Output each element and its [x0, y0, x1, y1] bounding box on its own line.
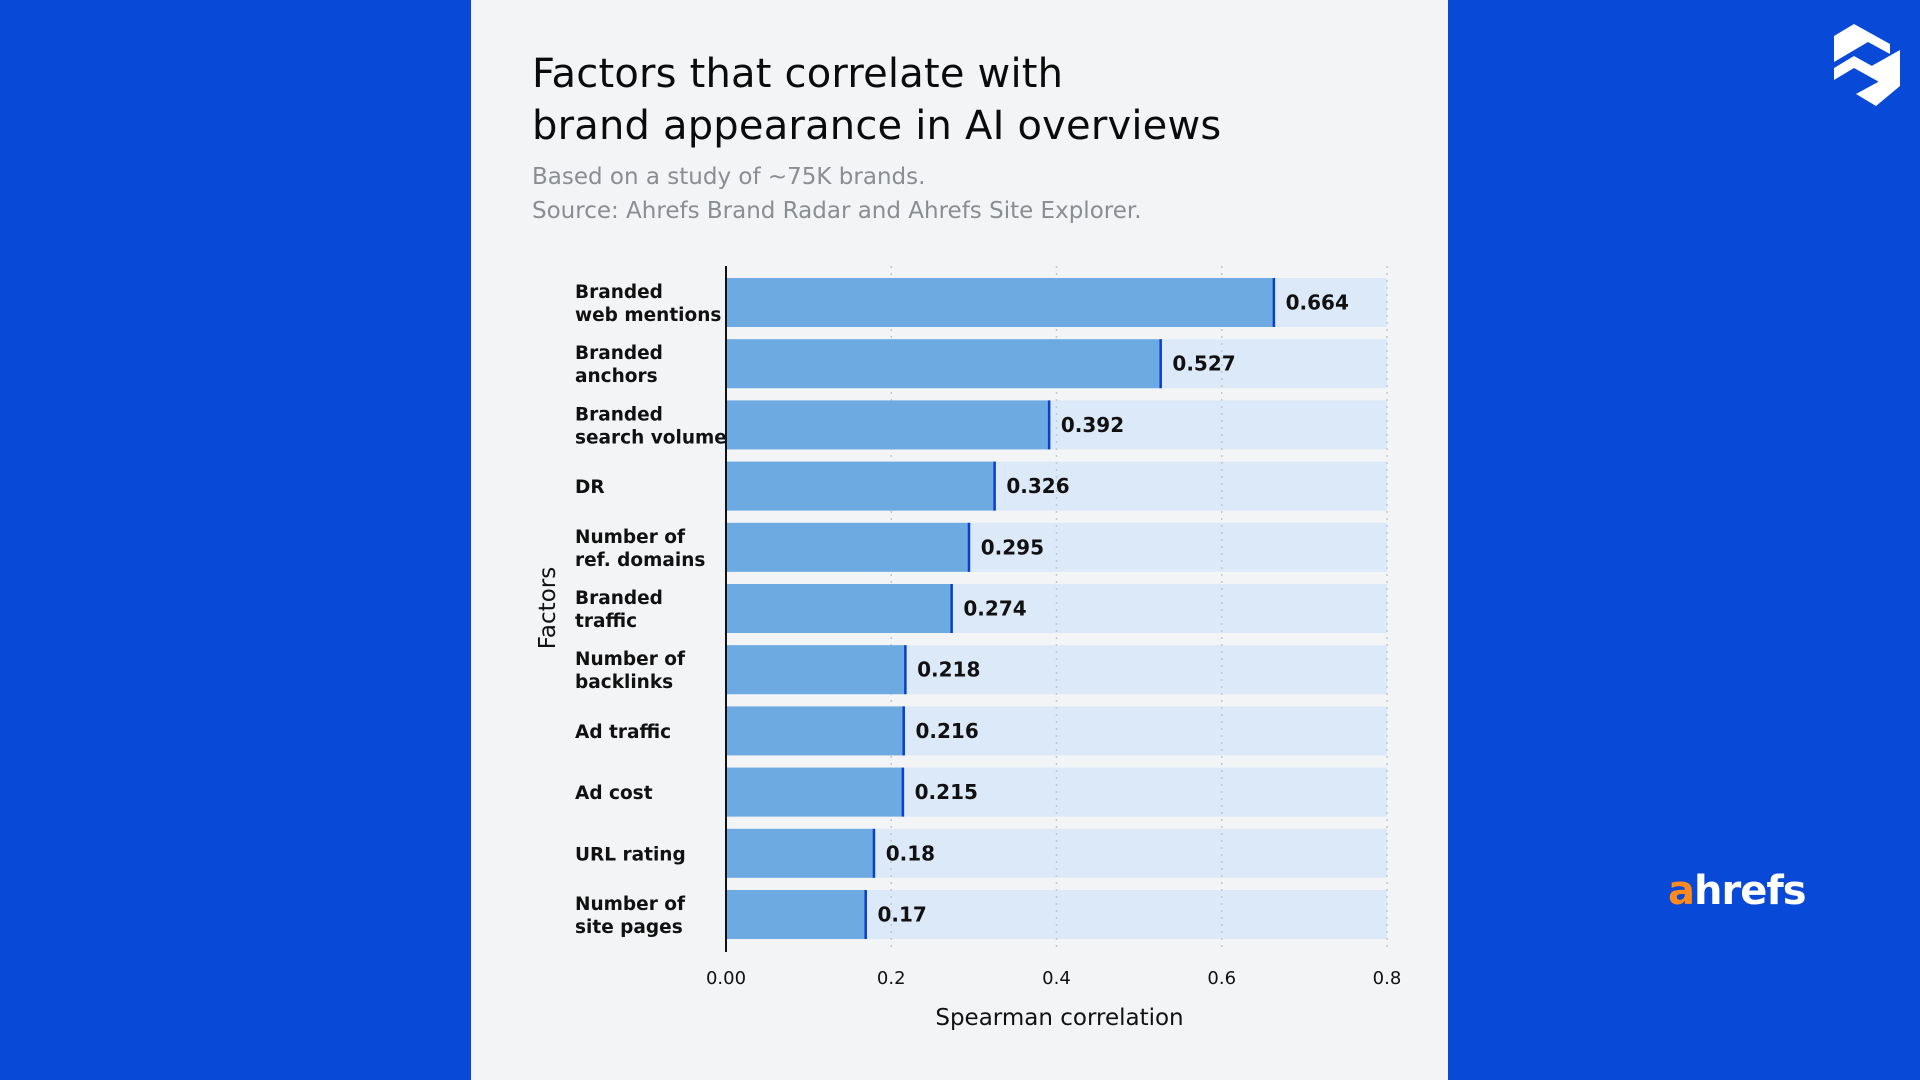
data-label: 0.326 [1006, 474, 1069, 498]
category-label-line: site pages [575, 917, 683, 938]
wordmark-accent: a [1668, 868, 1695, 914]
category-label-line: Branded [575, 588, 663, 609]
category-label: DR [575, 477, 605, 498]
data-label: 0.274 [963, 597, 1026, 621]
category-label-line: Ad cost [575, 783, 653, 804]
bar-edge [950, 584, 953, 633]
data-label: 0.218 [917, 658, 980, 682]
category-label-line: Branded [575, 343, 663, 364]
bar-edge [1047, 400, 1051, 450]
bar [726, 767, 904, 817]
category-label-line: Number of [575, 894, 686, 915]
data-label: 0.527 [1172, 352, 1235, 376]
bar-edge [864, 890, 867, 939]
data-label: 0.664 [1286, 291, 1349, 315]
bar-edge [967, 522, 971, 572]
bar [726, 461, 996, 511]
category-label-line: Number of [575, 649, 686, 670]
subtitle-study: Based on a study of ~75K brands. [532, 164, 926, 190]
data-label: 0.18 [886, 841, 935, 865]
category-label: Branded search volume [575, 404, 727, 448]
category-label: Number of ref. domains [575, 527, 705, 571]
category-label-line: Branded [575, 404, 663, 425]
bar-edge [1272, 278, 1276, 327]
category-label-line: backlinks [575, 672, 673, 693]
category-label: URL rating [575, 844, 686, 865]
category-label-line: anchors [575, 366, 658, 387]
category-label-line: Number of [575, 527, 686, 548]
bar-edge [904, 645, 907, 695]
data-label: 0.392 [1061, 413, 1124, 437]
x-tick-label: 0.00 [706, 968, 746, 989]
category-label-line: Ad traffic [575, 722, 671, 743]
category-label-line: ref. domains [575, 550, 705, 571]
bar [726, 828, 875, 878]
chart-title: Factors that correlate with brand appear… [532, 48, 1352, 152]
category-label-line: web mentions [575, 305, 721, 326]
bar [726, 645, 907, 695]
data-label: 0.215 [915, 780, 978, 804]
data-label: 0.17 [877, 903, 926, 927]
bar-edge [1159, 339, 1162, 389]
category-label-line: traffic [575, 611, 637, 632]
category-label-line: URL rating [575, 844, 686, 865]
bar-edge [993, 461, 996, 511]
category-label: Branded anchors [575, 343, 663, 387]
chart-subtitle: Based on a study of ~75K brands. Source:… [532, 160, 1352, 228]
data-label: 0.295 [981, 535, 1044, 559]
bar [726, 584, 953, 633]
data-label: 0.216 [915, 719, 978, 743]
ahrefs-s-logo-icon [1834, 24, 1900, 106]
bar [726, 890, 867, 939]
x-tick-label: 0.4 [1042, 968, 1071, 989]
bar [726, 706, 905, 756]
bar [726, 278, 1275, 327]
category-label: Branded web mentions [575, 282, 721, 326]
category-label: Branded traffic [575, 588, 663, 632]
x-tick-label: 0.2 [877, 968, 906, 989]
category-label: Ad traffic [575, 722, 671, 743]
category-label-line: Branded [575, 282, 663, 303]
chart-title-line-2: brand appearance in AI overviews [532, 103, 1222, 149]
category-label: Number of site pages [575, 894, 686, 938]
x-tick-label: 0.6 [1207, 968, 1236, 989]
bar [726, 522, 970, 572]
category-label-line: DR [575, 477, 605, 498]
y-axis-title: Factors [535, 567, 561, 649]
subtitle-source: Source: Ahrefs Brand Radar and Ahrefs Si… [532, 198, 1142, 224]
bar-edge [872, 828, 876, 878]
category-label-line: search volume [575, 427, 727, 448]
bar-edge [902, 706, 905, 756]
x-tick-label: 0.8 [1373, 968, 1402, 989]
wordmark-rest: hrefs [1694, 868, 1807, 914]
chart-title-line-1: Factors that correlate with [532, 51, 1064, 97]
bar [726, 400, 1050, 450]
bar-edge [901, 767, 905, 817]
x-axis-title: Spearman correlation [935, 1005, 1183, 1031]
category-label: Ad cost [575, 783, 653, 804]
category-label: Number of backlinks [575, 649, 686, 693]
bar [726, 339, 1162, 389]
ahrefs-wordmark: ahrefs [1668, 868, 1807, 914]
